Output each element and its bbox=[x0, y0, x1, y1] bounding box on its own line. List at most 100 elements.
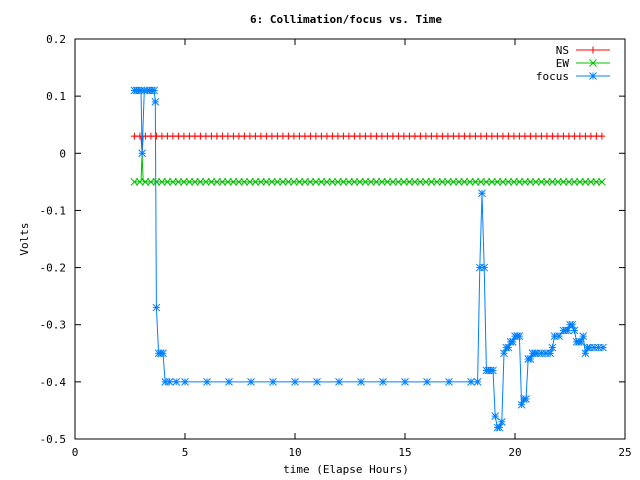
x-tick-label: 20 bbox=[508, 446, 521, 459]
data-point bbox=[181, 378, 189, 386]
data-point bbox=[568, 320, 577, 329]
data-point bbox=[427, 178, 436, 186]
plot-frame bbox=[74, 38, 626, 440]
series-layer bbox=[130, 86, 607, 432]
y-tick-label: -0.5 bbox=[40, 433, 67, 446]
series-focus bbox=[130, 86, 607, 432]
y-tick-label: 0 bbox=[59, 147, 66, 160]
data-point bbox=[284, 178, 293, 186]
data-point bbox=[548, 343, 557, 352]
data-point bbox=[229, 178, 238, 186]
data-point bbox=[203, 378, 211, 386]
data-point bbox=[467, 378, 475, 386]
data-point bbox=[172, 378, 181, 386]
data-point bbox=[246, 178, 254, 186]
data-point bbox=[357, 378, 365, 386]
chart-title: 6: Collimation/focus vs. Time bbox=[250, 13, 442, 26]
series-ns bbox=[130, 132, 606, 154]
data-point bbox=[537, 178, 546, 186]
data-point bbox=[235, 178, 243, 186]
data-point bbox=[455, 178, 463, 186]
data-point bbox=[471, 178, 480, 186]
data-point bbox=[497, 418, 506, 426]
legend-marker bbox=[589, 46, 597, 54]
data-point bbox=[532, 178, 540, 186]
data-point bbox=[383, 178, 392, 186]
data-point bbox=[411, 178, 419, 186]
data-point bbox=[563, 326, 572, 335]
data-point bbox=[202, 178, 210, 186]
data-point bbox=[401, 378, 409, 386]
data-point bbox=[379, 378, 387, 386]
y-tick-label: -0.4 bbox=[40, 376, 67, 389]
data-point bbox=[555, 332, 563, 340]
data-point bbox=[240, 178, 249, 186]
data-point bbox=[495, 423, 504, 432]
data-point bbox=[554, 178, 562, 186]
data-point bbox=[445, 378, 453, 386]
data-point bbox=[328, 178, 337, 186]
data-point bbox=[488, 178, 496, 186]
y-tick-label: 0.2 bbox=[46, 33, 66, 46]
data-point bbox=[526, 178, 535, 186]
data-point bbox=[499, 178, 507, 186]
data-point bbox=[251, 178, 260, 186]
data-point bbox=[493, 178, 502, 186]
data-point bbox=[269, 378, 277, 386]
data-point bbox=[577, 338, 585, 346]
data-point bbox=[559, 178, 568, 186]
data-point bbox=[460, 178, 469, 186]
data-point bbox=[207, 178, 216, 186]
data-point bbox=[400, 178, 408, 186]
data-point bbox=[548, 178, 557, 186]
data-point bbox=[312, 178, 320, 186]
data-point bbox=[317, 178, 326, 186]
data-point bbox=[422, 178, 430, 186]
data-point bbox=[478, 189, 486, 198]
data-point bbox=[482, 178, 491, 186]
data-point bbox=[224, 178, 232, 186]
data-point bbox=[598, 132, 606, 140]
data-point bbox=[141, 178, 150, 186]
data-point bbox=[152, 303, 161, 312]
data-point bbox=[295, 178, 304, 186]
data-point bbox=[466, 178, 474, 186]
data-point bbox=[489, 366, 497, 375]
legend-label: EW bbox=[556, 57, 570, 70]
y-tick-label: -0.3 bbox=[40, 319, 67, 332]
x-tick-label: 15 bbox=[398, 446, 411, 459]
data-point bbox=[361, 178, 370, 186]
data-point bbox=[543, 178, 551, 186]
data-point bbox=[313, 378, 321, 386]
data-point bbox=[345, 178, 353, 186]
data-point bbox=[477, 178, 485, 186]
data-point bbox=[394, 178, 403, 186]
data-point bbox=[356, 178, 364, 186]
data-point bbox=[291, 378, 299, 386]
data-point bbox=[257, 178, 265, 186]
data-point bbox=[378, 178, 386, 186]
series-ew bbox=[130, 153, 606, 186]
data-point bbox=[323, 178, 331, 186]
y-tick-label: -0.1 bbox=[40, 204, 67, 217]
x-tick-label: 0 bbox=[72, 446, 79, 459]
data-point bbox=[444, 178, 452, 186]
data-point bbox=[350, 178, 359, 186]
data-point bbox=[163, 178, 172, 186]
data-point bbox=[491, 412, 500, 420]
data-point bbox=[372, 178, 381, 186]
y-axis-label: Volts bbox=[18, 222, 31, 255]
data-point bbox=[152, 178, 161, 186]
data-point bbox=[587, 178, 595, 186]
data-point bbox=[279, 178, 287, 186]
x-tick-labels: 0 5 10 15 20 25 bbox=[72, 446, 632, 459]
series-line bbox=[134, 135, 603, 154]
data-point bbox=[504, 178, 513, 186]
data-point bbox=[165, 378, 174, 386]
data-point bbox=[592, 178, 601, 186]
data-point bbox=[273, 178, 282, 186]
x-tick-label: 10 bbox=[288, 446, 301, 459]
data-point bbox=[138, 149, 146, 158]
y-tick-labels: -0.5 -0.4 -0.3 -0.2 -0.1 0 0.1 0.2 bbox=[40, 33, 67, 446]
